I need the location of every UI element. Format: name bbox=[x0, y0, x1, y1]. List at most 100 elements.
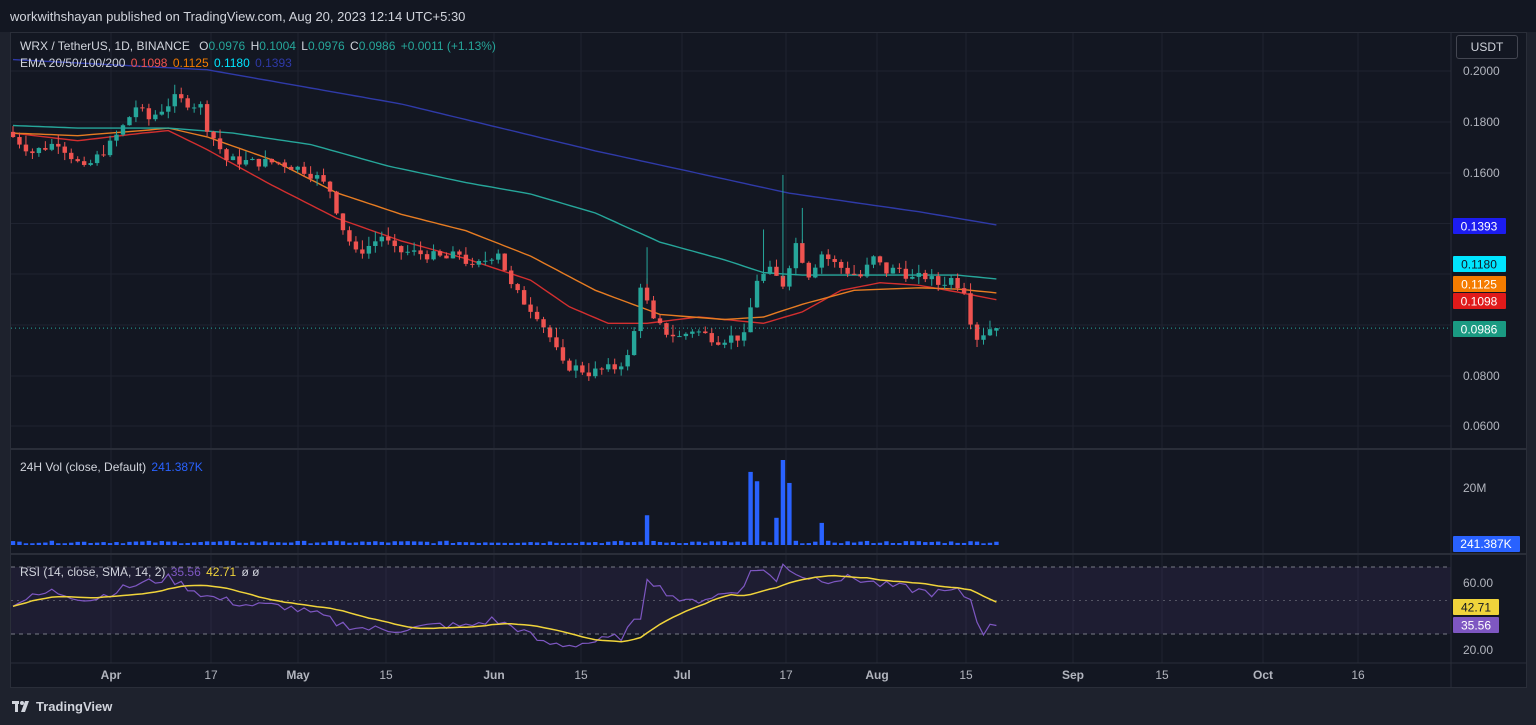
volume-bar bbox=[295, 540, 300, 545]
volume-bar bbox=[321, 542, 326, 545]
candle-body bbox=[411, 250, 417, 252]
candle-body bbox=[373, 241, 378, 246]
chart-canvas[interactable]: 0.2000 0.1800 0.1600 0.0800 0.0600 20M 60.00 20… bbox=[11, 33, 1526, 687]
candle-body bbox=[23, 144, 29, 152]
rsi-value: 35.56 bbox=[170, 565, 201, 579]
candle-body bbox=[379, 236, 384, 242]
candle-body bbox=[295, 166, 300, 170]
candle-body bbox=[314, 175, 320, 179]
candle-body bbox=[463, 254, 469, 264]
candle-body bbox=[133, 107, 139, 118]
volume-bar bbox=[845, 541, 850, 545]
volume-bar bbox=[23, 543, 29, 545]
volume-bar bbox=[787, 482, 792, 545]
volume-bar bbox=[948, 541, 954, 545]
candle-body bbox=[399, 246, 404, 253]
time-tick-label: 15 bbox=[1155, 668, 1169, 682]
volume-bar bbox=[36, 542, 42, 545]
time-tick-label: 17 bbox=[204, 668, 218, 682]
volume-bar bbox=[483, 542, 488, 545]
high-label: H bbox=[250, 39, 260, 53]
candle-body bbox=[191, 107, 197, 109]
candle-body bbox=[521, 290, 527, 305]
candle-body bbox=[864, 264, 870, 277]
candle-body bbox=[858, 274, 863, 277]
volume-bar bbox=[994, 541, 999, 545]
volume-bar bbox=[567, 542, 572, 545]
ema-label: EMA 20/50/100/200 bbox=[20, 56, 126, 70]
volume-bar bbox=[347, 542, 352, 545]
volume-bar bbox=[191, 542, 197, 545]
candle-body bbox=[360, 249, 365, 254]
currency-unit-button[interactable]: USDT bbox=[1456, 35, 1518, 59]
candle-body bbox=[580, 365, 585, 373]
rsi-legend[interactable]: RSI (14, close, SMA, 14, 2) 35.56 42.71 … bbox=[20, 565, 261, 579]
candle-body bbox=[11, 131, 16, 138]
volume-label: 24H Vol (close, Default) bbox=[20, 460, 147, 474]
candle-body bbox=[567, 360, 572, 371]
candle-body bbox=[728, 335, 734, 343]
volume-bar bbox=[418, 541, 423, 545]
volume-legend[interactable]: 24H Vol (close, Default) 241.387K bbox=[20, 460, 205, 474]
candle-body bbox=[625, 355, 630, 367]
open-label: O bbox=[199, 39, 209, 53]
volume-bar bbox=[88, 542, 93, 545]
candle-body bbox=[819, 254, 824, 268]
volume-bar bbox=[819, 522, 824, 545]
volume-bar bbox=[49, 540, 55, 545]
volume-bar bbox=[625, 542, 630, 545]
volume-bar bbox=[153, 542, 158, 545]
brand-name[interactable]: TradingView bbox=[36, 699, 113, 714]
volume-bar bbox=[276, 542, 281, 545]
volume-bar bbox=[450, 543, 456, 545]
candle-body bbox=[787, 268, 792, 287]
candle-body bbox=[845, 267, 850, 274]
candle-body bbox=[308, 173, 313, 179]
volume-bar bbox=[618, 540, 624, 545]
candle-body bbox=[774, 266, 779, 276]
candle-body bbox=[670, 334, 676, 337]
volume-bar bbox=[263, 541, 268, 545]
candle-body bbox=[703, 331, 708, 334]
volume-bar bbox=[327, 541, 333, 545]
candle-body bbox=[185, 98, 190, 108]
low-value: 0.0976 bbox=[307, 39, 345, 53]
candle-body bbox=[502, 253, 507, 271]
candle-body bbox=[237, 156, 242, 165]
volume-bar bbox=[916, 541, 921, 545]
price-label-text: 0.1393 bbox=[1461, 220, 1498, 234]
volume-bar bbox=[936, 541, 941, 545]
candle-body bbox=[936, 276, 941, 285]
candle-body bbox=[17, 137, 22, 145]
candle-body bbox=[748, 307, 753, 333]
volume-bar bbox=[534, 542, 540, 545]
volume-bar bbox=[386, 542, 391, 545]
volume-bar bbox=[670, 542, 676, 545]
candle-body bbox=[140, 107, 145, 109]
volume-bar bbox=[871, 543, 876, 545]
candle-body bbox=[217, 138, 223, 150]
chart-frame[interactable]: 0.2000 0.1800 0.1600 0.0800 0.0600 20M 60.00 20… bbox=[10, 32, 1527, 688]
time-tick-label: Aug bbox=[865, 668, 888, 682]
candle-body bbox=[606, 364, 611, 370]
candle-body bbox=[153, 114, 158, 120]
volume-bar bbox=[631, 542, 637, 545]
volume-bar bbox=[800, 543, 805, 545]
volume-bar bbox=[981, 543, 986, 545]
volume-bar bbox=[217, 541, 223, 545]
candle-body bbox=[547, 327, 553, 338]
symbol-name[interactable]: WRX / TetherUS, 1D, BINANCE bbox=[20, 39, 190, 53]
volume-bar bbox=[179, 543, 184, 545]
candle-body bbox=[903, 268, 909, 279]
volume-bar bbox=[838, 543, 844, 545]
candle-body bbox=[696, 331, 702, 333]
volume-bar bbox=[612, 541, 617, 545]
candle-body bbox=[987, 329, 993, 336]
candle-body bbox=[127, 117, 132, 126]
candle-body bbox=[450, 251, 456, 259]
candle-body bbox=[62, 146, 67, 153]
candle-body bbox=[470, 263, 475, 265]
axis-price-labels: 0.1393 0.1180 0.1125 0.1098 0.0986 241.387K 42… bbox=[1453, 218, 1520, 633]
price-tick-label: 0.1800 bbox=[1463, 115, 1500, 129]
ema-legend[interactable]: EMA 20/50/100/200 0.1098 0.1125 0.1180 0… bbox=[20, 56, 294, 70]
